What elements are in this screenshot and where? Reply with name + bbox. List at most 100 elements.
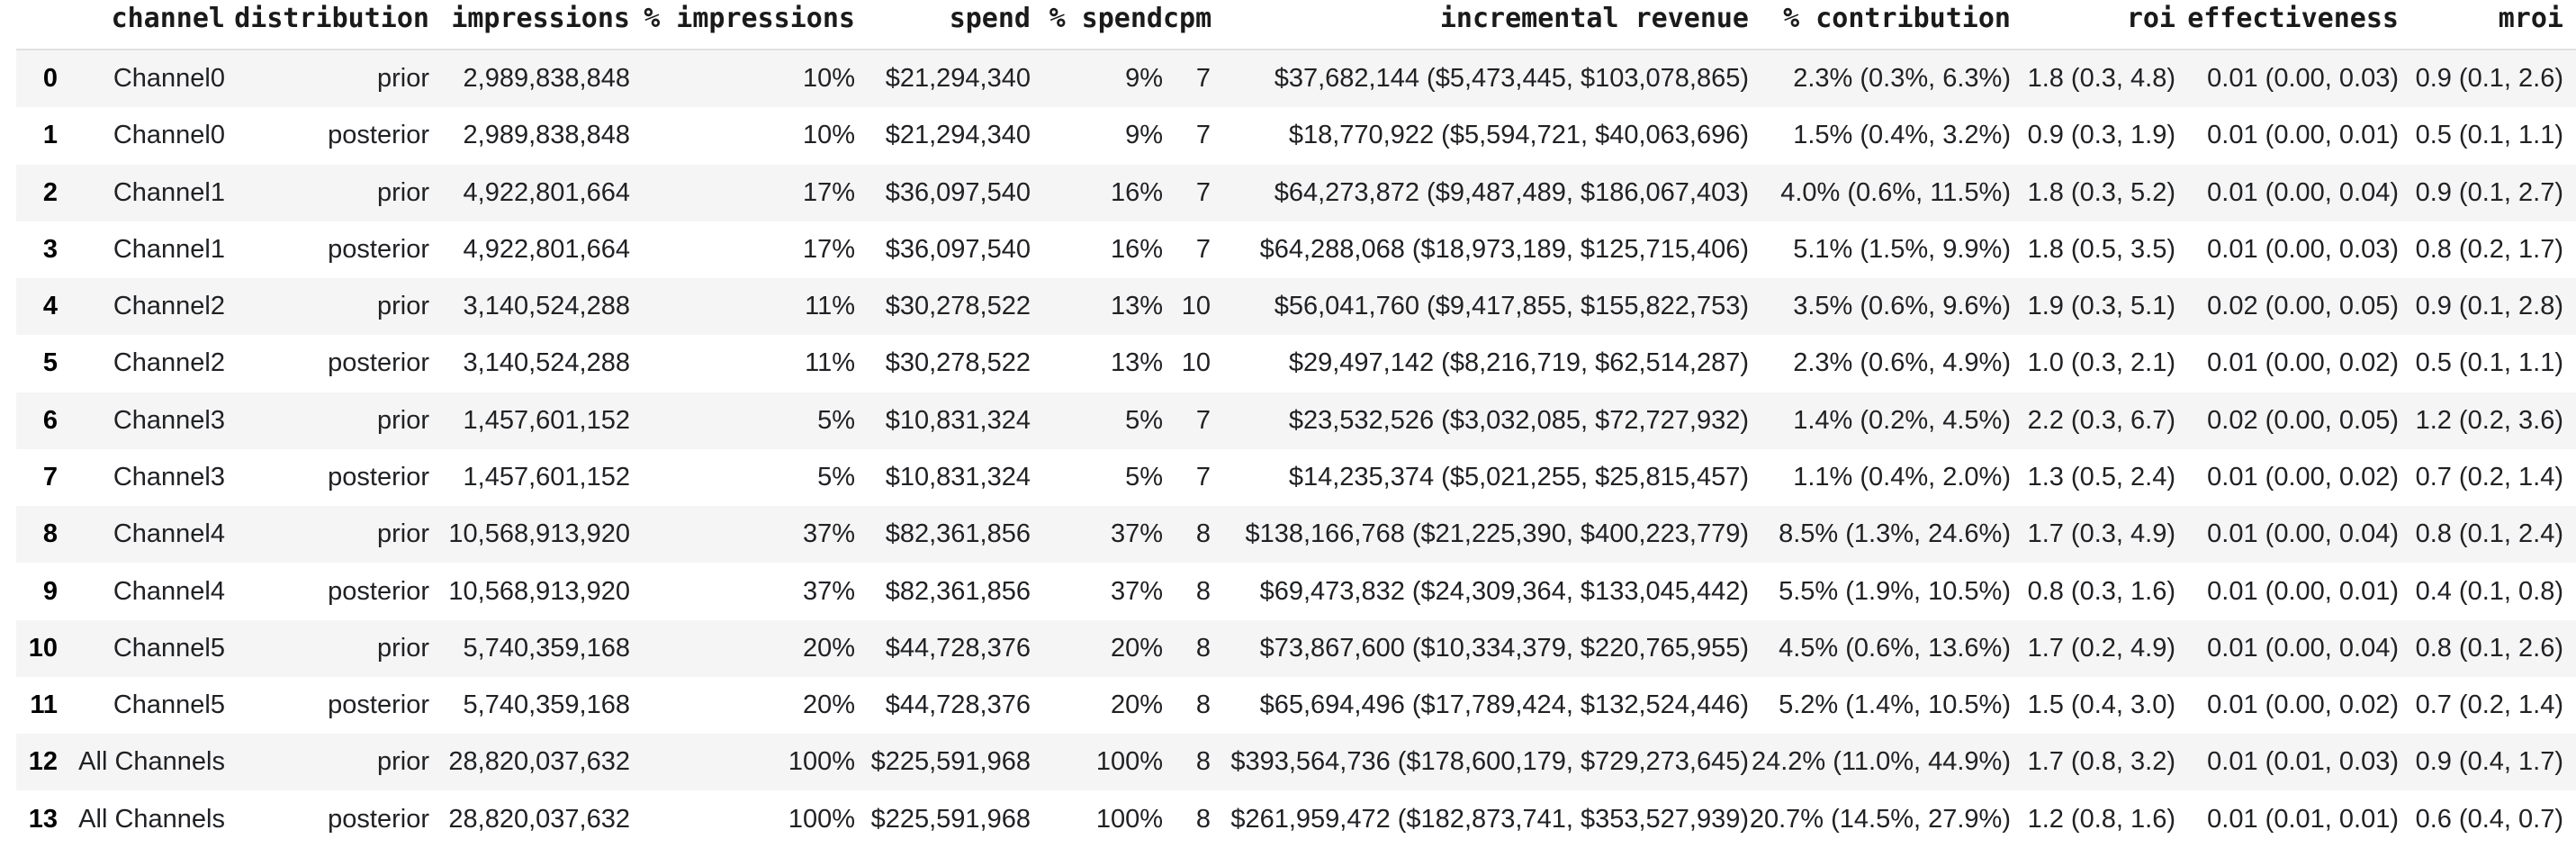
cell-spend: $82,361,856 <box>885 576 1031 606</box>
cell-cpm: 7 <box>1195 462 1211 492</box>
row-index: 7 <box>42 462 58 492</box>
cell-distribution: posterior <box>328 121 429 150</box>
cell-pct-spend: 100% <box>1095 804 1163 834</box>
cell-pct-impressions: 17% <box>802 177 855 207</box>
cell-distribution: prior <box>376 519 429 549</box>
cell-mroi: 0.9 (0.1, 2.7) <box>2415 177 2563 207</box>
cell-mroi: 1.2 (0.2, 3.6) <box>2415 405 2563 435</box>
cell-mroi: 0.9 (0.1, 2.8) <box>2415 292 2563 321</box>
cell-impressions: 3,140,524,288 <box>463 292 630 321</box>
cell-pct-contribution: 2.3% (0.6%, 4.9%) <box>1793 348 2011 378</box>
cell-cpm: 8 <box>1195 519 1211 549</box>
cell-spend: $36,097,540 <box>885 234 1031 264</box>
media-channel-summary-table: channel distribution impressions% impressi… <box>16 0 2576 848</box>
table-row: 0 Channel0 prior 2,989,838,848 10% $21,294,34… <box>16 50 2576 108</box>
cell-impressions: 2,989,838,848 <box>463 121 630 150</box>
cell-roi: 1.7 (0.2, 4.9) <box>2027 633 2175 663</box>
table-row: 12 All Channels prior 28,820,037,632 100% $22… <box>16 734 2576 791</box>
cell-pct-spend: 100% <box>1095 747 1163 777</box>
row-index: 2 <box>42 177 58 207</box>
cell-pct-impressions: 17% <box>802 234 855 264</box>
row-index: 5 <box>42 348 58 378</box>
cell-cpm: 7 <box>1195 177 1211 207</box>
cell-cpm: 7 <box>1195 64 1211 94</box>
row-index: 13 <box>28 804 58 834</box>
cell-spend: $225,591,968 <box>870 804 1031 834</box>
cell-roi: 1.8 (0.3, 4.8) <box>2027 64 2175 94</box>
cell-mroi: 0.5 (0.1, 1.1) <box>2415 121 2563 150</box>
cell-effectiveness: 0.01 (0.01, 0.03) <box>2207 747 2399 777</box>
cell-pct-contribution: 5.2% (1.4%, 10.5%) <box>1779 690 2011 720</box>
cell-roi: 0.9 (0.3, 1.9) <box>2027 121 2175 150</box>
cell-impressions: 2,989,838,848 <box>463 64 630 94</box>
cell-roi: 1.0 (0.3, 2.1) <box>2027 348 2175 378</box>
cell-cpm: 8 <box>1195 633 1211 663</box>
cell-roi: 1.7 (0.3, 4.9) <box>2027 519 2175 549</box>
cell-cpm: 8 <box>1195 576 1211 606</box>
cell-mroi: 0.4 (0.1, 0.8) <box>2415 576 2563 606</box>
cell-pct-contribution: 1.1% (0.4%, 2.0%) <box>1793 462 2011 492</box>
cell-pct-contribution: 5.1% (1.5%, 9.9%) <box>1793 234 2011 264</box>
cell-effectiveness: 0.01 (0.00, 0.03) <box>2207 64 2399 94</box>
table-row: 11 Channel5 posterior 5,740,359,168 20% $44,7… <box>16 677 2576 734</box>
cell-incremental-revenue: $56,041,760 ($9,417,855, $155,822,753) <box>1274 292 1749 321</box>
table-row: 8 Channel4 prior 10,568,913,920 37% $82,361,8… <box>16 506 2576 564</box>
cell-channel: Channel3 <box>113 462 225 492</box>
cell-spend: $36,097,540 <box>885 177 1031 207</box>
cell-pct-impressions: 11% <box>805 292 855 321</box>
cell-distribution: prior <box>376 405 429 435</box>
cell-mroi: 0.8 (0.1, 2.6) <box>2415 633 2563 663</box>
cell-roi: 1.9 (0.3, 5.1) <box>2027 292 2175 321</box>
cell-channel: All Channels <box>78 804 225 834</box>
cell-cpm: 8 <box>1195 747 1211 777</box>
cell-pct-spend: 20% <box>1110 690 1163 720</box>
cell-pct-contribution: 8.5% (1.3%, 24.6%) <box>1779 519 2011 549</box>
table-row: 1 Channel0 posterior 2,989,838,848 10% $21,29… <box>16 107 2576 164</box>
cell-roi: 1.7 (0.8, 3.2) <box>2027 747 2175 777</box>
cell-distribution: posterior <box>328 348 429 378</box>
cell-effectiveness: 0.01 (0.00, 0.02) <box>2207 348 2399 378</box>
column-header-pct-contribution: % contribution <box>1749 0 2011 50</box>
cell-mroi: 0.9 (0.4, 1.7) <box>2415 747 2563 777</box>
cell-incremental-revenue: $393,564,736 ($178,600,179, $729,273,645… <box>1230 747 1749 777</box>
cell-mroi: 0.7 (0.2, 1.4) <box>2415 462 2563 492</box>
cell-channel: Channel1 <box>113 234 225 264</box>
cell-pct-contribution: 1.5% (0.4%, 3.2%) <box>1793 121 2011 150</box>
cell-pct-impressions: 20% <box>802 633 855 663</box>
cell-pct-spend: 20% <box>1110 633 1163 663</box>
cell-effectiveness: 0.02 (0.00, 0.05) <box>2207 292 2399 321</box>
cell-incremental-revenue: $29,497,142 ($8,216,719, $62,514,287) <box>1288 348 1749 378</box>
cell-pct-spend: 16% <box>1110 234 1163 264</box>
cell-roi: 2.2 (0.3, 6.7) <box>2027 405 2175 435</box>
table-row: 13 All Channels posterior 28,820,037,632 100… <box>16 790 2576 847</box>
cell-impressions: 28,820,037,632 <box>448 804 630 834</box>
cell-cpm: 8 <box>1195 690 1211 720</box>
cell-channel: All Channels <box>78 747 225 777</box>
table-row: 2 Channel1 prior 4,922,801,664 17% $36,097,54… <box>16 164 2576 221</box>
cell-effectiveness: 0.01 (0.00, 0.01) <box>2207 121 2399 150</box>
cell-channel: Channel2 <box>113 348 225 378</box>
cell-distribution: prior <box>376 292 429 321</box>
cell-distribution: posterior <box>328 462 429 492</box>
cell-mroi: 0.7 (0.2, 1.4) <box>2415 690 2563 720</box>
cell-impressions: 4,922,801,664 <box>463 234 630 264</box>
header-row: channel distribution impressions% impressi… <box>16 0 2576 50</box>
cell-impressions: 1,457,601,152 <box>463 462 630 492</box>
cell-spend: $225,591,968 <box>870 747 1031 777</box>
row-index: 12 <box>28 747 58 777</box>
row-index: 10 <box>28 633 58 663</box>
row-index: 0 <box>42 64 58 94</box>
column-header-distribution: distribution <box>225 0 429 50</box>
cell-mroi: 0.9 (0.1, 2.6) <box>2415 64 2563 94</box>
table-row: 6 Channel3 prior 1,457,601,152 5% $10,831,324… <box>16 392 2576 449</box>
cell-effectiveness: 0.01 (0.00, 0.04) <box>2207 177 2399 207</box>
cell-channel: Channel1 <box>113 177 225 207</box>
cell-impressions: 28,820,037,632 <box>448 747 630 777</box>
cell-spend: $21,294,340 <box>885 64 1031 94</box>
cell-incremental-revenue: $37,682,144 ($5,473,445, $103,078,865) <box>1274 64 1749 94</box>
cell-distribution: posterior <box>328 804 429 834</box>
cell-channel: Channel4 <box>113 576 225 606</box>
cell-cpm: 10 <box>1181 348 1211 378</box>
cell-mroi: 0.5 (0.1, 1.1) <box>2415 348 2563 378</box>
